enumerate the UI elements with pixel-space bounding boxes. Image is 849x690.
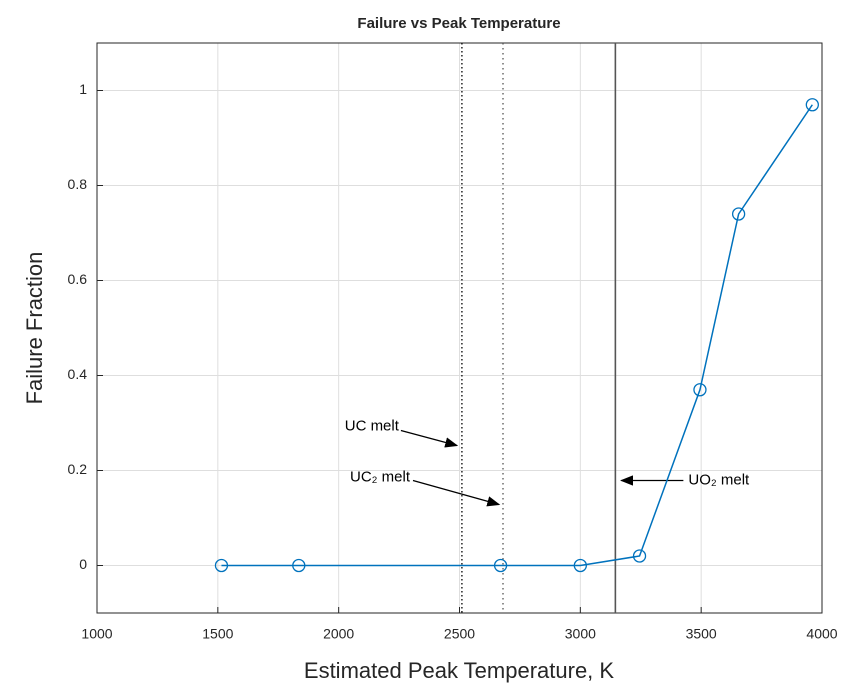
x-tick-label: 1500 — [202, 626, 233, 642]
data-point — [214, 558, 229, 573]
x-tick-label: 2000 — [323, 626, 354, 642]
data-point — [731, 207, 746, 221]
x-tick-label: 4000 — [806, 626, 837, 642]
x-tick-label: 1000 — [81, 626, 112, 642]
y-tick-label: 0.2 — [68, 461, 88, 477]
y-tick-label: 1 — [79, 81, 87, 97]
annotation: UC₂ melt — [350, 468, 411, 485]
data-point — [693, 383, 707, 397]
data-point — [493, 558, 508, 573]
x-axis-label: Estimated Peak Temperature, K — [304, 658, 615, 683]
data-point — [573, 558, 587, 573]
annotation-arrow — [400, 429, 459, 448]
data-line — [221, 104, 813, 567]
annotation: UO₂ melt — [688, 471, 750, 488]
annotation-arrow — [412, 479, 501, 507]
annotation: UC melt — [345, 417, 400, 434]
x-tick-label: 3500 — [686, 626, 717, 642]
data-point — [805, 98, 819, 112]
y-tick-label: 0.4 — [68, 366, 88, 382]
data-point — [292, 558, 306, 573]
y-tick-label: 0.6 — [68, 271, 88, 287]
y-tick-label: 0.8 — [68, 176, 88, 192]
y-tick-label: 0 — [79, 556, 87, 572]
y-axis-label: Failure Fraction — [22, 252, 47, 405]
data-point — [632, 549, 647, 563]
chart-title: Failure vs Peak Temperature — [357, 15, 560, 32]
x-tick-label: 2500 — [444, 626, 475, 642]
plot-frame — [96, 42, 823, 614]
x-tick-label: 3000 — [565, 626, 596, 642]
